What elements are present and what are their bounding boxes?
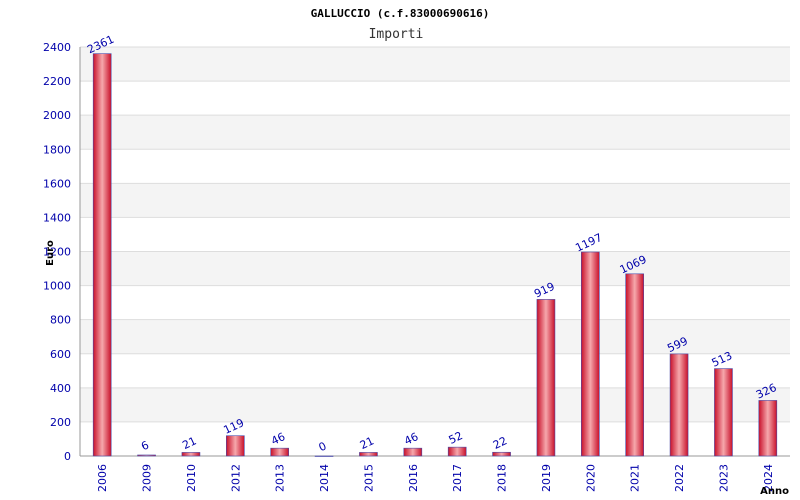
bar-2009: [137, 454, 156, 457]
bar-2018: [492, 451, 511, 457]
x-tick-labels: 2006 2009 2010 2012 2013 2014 2015 2016 2017 2018…: [96, 464, 775, 492]
y-tick-label: 200: [50, 416, 71, 429]
bar-2019: [536, 299, 556, 457]
bar-2024: [758, 400, 778, 457]
bar-2014: [314, 455, 334, 457]
x-tick-label-2022: 2022: [673, 464, 686, 492]
x-tick-label-2013: 2013: [274, 464, 287, 492]
x-tick-label-2017: 2017: [451, 464, 464, 492]
y-tick-label: 2400: [43, 41, 71, 54]
x-tick-label-2015: 2015: [362, 464, 375, 492]
bar-2012: [226, 435, 245, 457]
bar-2006: [92, 53, 112, 457]
x-tick-label-2023: 2023: [717, 464, 730, 492]
bar-2010: [181, 452, 201, 457]
y-axis-label: Euro: [45, 240, 56, 266]
bar-2015: [359, 452, 378, 457]
data-label-2010: 21: [180, 434, 198, 452]
x-tick-label-2006: 2006: [96, 464, 109, 492]
grid-band: [80, 251, 790, 286]
bar-2020: [581, 251, 600, 457]
bar-2022: [669, 353, 689, 457]
x-tick-label-2014: 2014: [318, 464, 331, 492]
bar-2017: [447, 446, 467, 457]
data-label-2017: 52: [447, 429, 465, 447]
grid-band: [80, 319, 790, 354]
x-tick-label-2019: 2019: [540, 464, 553, 492]
data-label-2014: 0: [317, 439, 329, 454]
x-tick-label-2024: 2024: [762, 464, 775, 492]
bar-2023: [714, 368, 733, 457]
y-tick-label: 1800: [43, 143, 71, 156]
data-label-2018: 22: [491, 434, 509, 452]
y-tick-label: 0: [64, 450, 71, 463]
x-tick-label-2010: 2010: [185, 464, 198, 492]
y-tick-labels: 0 200 400 600 800 1000 1200 1400 1600 1800 2000 220…: [43, 41, 71, 463]
chart-subtitle: Importi: [369, 27, 424, 42]
y-tick-label: 1200: [43, 246, 71, 259]
data-label-2015: 21: [358, 434, 376, 452]
grid-bands: [80, 47, 790, 422]
y-tick-label: 2000: [43, 109, 71, 122]
bar-2021: [625, 273, 644, 457]
y-tick-label: 1000: [43, 280, 71, 293]
bar-2013: [270, 447, 289, 457]
y-tick-label: 400: [50, 382, 71, 395]
chart-title: GALLUCCIO (c.f.83000690616): [311, 7, 490, 20]
x-tick-label-2021: 2021: [629, 464, 642, 492]
bar-2016: [403, 447, 423, 457]
data-label-2009: 6: [139, 438, 151, 453]
x-tick-label-2009: 2009: [141, 464, 154, 492]
grid-band: [80, 183, 790, 218]
data-label-2016: 46: [402, 430, 420, 448]
x-axis-label: Anno: [760, 486, 789, 497]
grid-band: [80, 47, 790, 82]
data-label-2013: 46: [269, 430, 287, 448]
y-tick-label: 1400: [43, 211, 71, 224]
x-tick-label-2016: 2016: [407, 464, 420, 492]
x-tick-label-2012: 2012: [229, 464, 242, 492]
x-tick-label-2018: 2018: [496, 464, 509, 492]
bars: [92, 53, 778, 457]
y-tick-label: 1600: [43, 177, 71, 190]
grid-band: [80, 115, 790, 150]
y-tick-label: 600: [50, 348, 71, 361]
y-tick-label: 2200: [43, 75, 71, 88]
y-tick-label: 800: [50, 314, 71, 327]
x-tick-label-2020: 2020: [584, 464, 597, 492]
